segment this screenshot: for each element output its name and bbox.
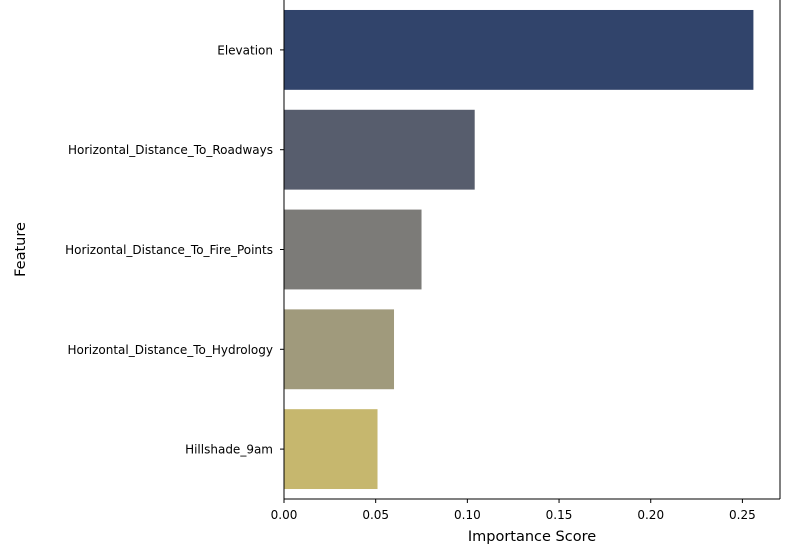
x-axis-title: Importance Score <box>468 529 596 544</box>
x-axis-ticks: 0.00 0.05 0.10 0.15 0.20 0.25 <box>271 499 756 522</box>
x-tick-label: 0.25 <box>729 508 756 522</box>
bar-5 <box>284 409 378 490</box>
bar-3 <box>284 209 422 290</box>
y-tick-label: Horizontal_Distance_To_Hydrology <box>67 343 273 357</box>
y-tick-label: Horizontal_Distance_To_Fire_Points <box>65 243 273 257</box>
y-tick-label: Horizontal_Distance_To_Roadways <box>68 143 273 157</box>
x-tick-label: 0.20 <box>637 508 664 522</box>
bars-group <box>284 9 754 490</box>
y-axis-ticks: Elevation Horizontal_Distance_To_Roadways… <box>65 43 284 457</box>
y-axis-title: Feature <box>13 222 29 277</box>
x-tick-label: 0.05 <box>362 508 389 522</box>
bar-1 <box>284 9 754 90</box>
plot-frame <box>283 0 781 500</box>
y-tick-label: Hillshade_9am <box>185 443 273 457</box>
x-tick-label: 0.00 <box>271 508 298 522</box>
x-tick-label: 0.15 <box>546 508 573 522</box>
x-tick-label: 0.10 <box>454 508 481 522</box>
bar-2 <box>284 109 475 190</box>
bar-4 <box>284 309 395 390</box>
y-tick-label: Elevation <box>217 43 273 57</box>
